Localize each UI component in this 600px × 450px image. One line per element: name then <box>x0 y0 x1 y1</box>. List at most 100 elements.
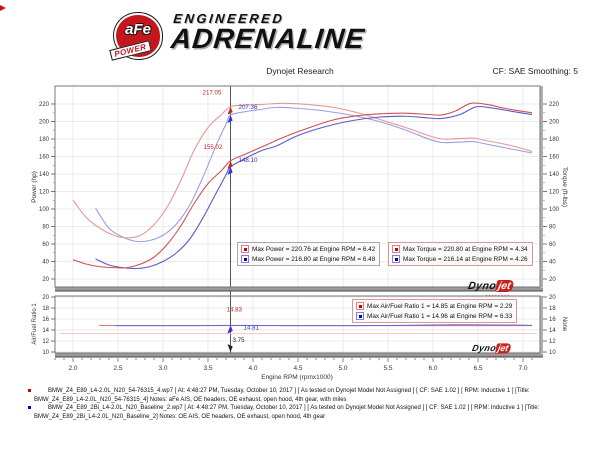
max-afr-legend[interactable]: Max Air/Fuel Ratio 1 = 14.85 at Engine R… <box>352 299 518 323</box>
svg-text:100: 100 <box>549 207 560 213</box>
svg-text:80: 80 <box>549 225 556 231</box>
svg-text:2.5: 2.5 <box>113 365 122 372</box>
series-torque-afe <box>72 102 533 239</box>
dynojet-watermark-jet: jet <box>495 280 514 292</box>
legend-text: Max Torque = 216.14 at Engine RPM = 4.26 <box>403 255 528 263</box>
run-info-afe: BMW_Z4_E89_L4-2.0L_N20_54-76315_4.wp7 [ … <box>28 387 593 404</box>
svg-text:12: 12 <box>42 339 49 345</box>
annotation-value: 155.02 <box>204 144 223 151</box>
svg-text:3.0: 3.0 <box>158 365 167 372</box>
afe-badge-text: aFe <box>125 21 151 38</box>
svg-text:10: 10 <box>549 350 556 356</box>
annotation-value: 207.36 <box>239 104 258 111</box>
svg-text:120: 120 <box>549 190 560 196</box>
svg-text:10: 10 <box>42 350 49 356</box>
svg-text:200: 200 <box>39 120 50 126</box>
dynojet-watermark: Dynojet ▪▪▪▪▪▪▪▪ <box>466 276 515 297</box>
dynojet-watermark-text: Dyno <box>471 343 498 354</box>
svg-text:180: 180 <box>549 137 560 143</box>
legend-swatch <box>241 255 249 263</box>
svg-text:60: 60 <box>549 242 556 248</box>
series-power-afe <box>72 102 533 269</box>
svg-text:140: 140 <box>549 172 560 178</box>
legend-swatch <box>392 255 400 263</box>
annotation-arrow <box>227 115 233 124</box>
svg-text:4.5: 4.5 <box>293 365 302 372</box>
svg-text:20: 20 <box>42 277 49 283</box>
annotation-value: 14.81 <box>244 325 260 332</box>
power-ribbon: POWER <box>109 40 152 61</box>
right-axis-none-label: None <box>561 317 567 332</box>
svg-text:6.5: 6.5 <box>473 365 482 372</box>
svg-text:160: 160 <box>39 155 50 161</box>
svg-text:40: 40 <box>549 260 556 266</box>
svg-text:16: 16 <box>42 317 49 323</box>
blue-bullet <box>28 406 31 409</box>
legend-text: Max Power = 220.76 at Engine RPM = 6.42 <box>252 245 376 253</box>
svg-text:3.5: 3.5 <box>203 365 212 372</box>
legend-entry: Max Air/Fuel Ratio 1 = 14.85 at Engine R… <box>356 302 512 310</box>
dynojet-watermark-jet: jet <box>495 343 512 354</box>
svg-text:2.0: 2.0 <box>68 365 77 372</box>
annotation-arrow <box>227 325 233 334</box>
dyno-charts: 20 20 40 40 60 60 80 80 100 100 120 120 140 140 160 160… <box>31 85 568 381</box>
svg-text:14: 14 <box>549 328 556 334</box>
smoothing-label: CF: SAE Smoothing: 5 <box>492 66 578 76</box>
svg-text:20: 20 <box>549 277 556 283</box>
legend-swatch <box>356 302 364 310</box>
run-info-baseline: BMW_Z4_E89_2Bi_L4-2.0L_N20_Baseline_2.wp… <box>28 404 593 421</box>
afe-logo: aFe POWER ENGINEERED ADRENALINE <box>0 8 600 61</box>
dynojet-watermark-text: Dyno <box>466 280 498 292</box>
run-info-line: BMW_Z4_E89_L4-2.0L_N20_54-76315_4.wp7 [ … <box>48 388 530 394</box>
red-marker <box>0 5 6 11</box>
dynojet-watermark-sub: ▪▪▪▪▪▪▪▪ <box>485 293 512 297</box>
legend-swatch <box>241 245 249 253</box>
svg-text:6.0: 6.0 <box>428 365 437 372</box>
dynojet-research-label: Dynojet Research <box>266 66 334 76</box>
series-power-baseline <box>95 105 533 270</box>
svg-text:80: 80 <box>42 225 49 231</box>
svg-text:5.0: 5.0 <box>338 365 347 372</box>
logo-text: ENGINEERED ADRENALINE <box>169 11 368 54</box>
legend-entry: Max Torque = 220.80 at Engine RPM = 4.34 <box>392 245 528 253</box>
svg-text:120: 120 <box>39 190 50 196</box>
legend-entry: Max Power = 216.80 at Engine RPM = 6.48 <box>241 255 375 263</box>
legend-entry: Max Torque = 216.14 at Engine RPM = 4.26 <box>392 255 528 263</box>
svg-text:160: 160 <box>549 155 560 161</box>
legend-text: Max Torque = 220.80 at Engine RPM = 4.34 <box>403 245 528 253</box>
svg-text:12: 12 <box>549 339 556 345</box>
svg-text:140: 140 <box>39 172 50 178</box>
run-info-line: BMW_Z4_E89_L4-2.0L_N20_54-76315_4] Notes… <box>34 396 347 403</box>
series-torque-baseline <box>95 106 533 243</box>
run-info-line: BMW_Z4_E89_2Bi_L4-2.0L_N20_Baseline_2.wp… <box>48 405 540 411</box>
annotation-value: 3.75 <box>233 337 246 344</box>
afe-power-badge: aFe POWER <box>109 13 162 61</box>
legend-text: Max Air/Fuel Ratio 1 = 14.96 at Engine R… <box>367 312 513 320</box>
svg-text:20: 20 <box>549 295 556 301</box>
svg-text:18: 18 <box>549 306 556 312</box>
annotation-arrow <box>227 160 233 169</box>
annotation-arrow <box>227 344 233 352</box>
red-bullet <box>28 389 31 392</box>
legend-swatch <box>392 245 400 253</box>
svg-text:40: 40 <box>42 260 49 266</box>
torque-axis-label: Torque (ft-lbs) <box>561 167 568 207</box>
legend-entry: Max Power = 220.76 at Engine RPM = 6.42 <box>241 245 375 253</box>
svg-text:220: 220 <box>39 102 50 108</box>
afr-axis-label: Air/Fuel Ratio 1 <box>32 303 38 345</box>
max-torque-legend[interactable]: Max Torque = 220.80 at Engine RPM = 4.34… <box>388 242 533 266</box>
svg-text:7.0: 7.0 <box>518 365 527 372</box>
dynojet-watermark-sub: ▪▪▪▪▪▪▪▪ <box>487 354 509 358</box>
adrenaline-text: ADRENALINE <box>169 23 367 54</box>
svg-text:18: 18 <box>42 306 49 312</box>
annotation-arrow <box>227 106 233 115</box>
max-power-legend[interactable]: Max Power = 220.76 at Engine RPM = 6.42 M… <box>237 242 381 266</box>
svg-text:5.5: 5.5 <box>383 365 392 372</box>
annotation-value: 217.05 <box>203 90 222 97</box>
annotation-value: 14.83 <box>227 306 243 313</box>
svg-text:20: 20 <box>42 295 49 301</box>
annotation-arrow <box>227 166 233 175</box>
legend-text: Max Power = 216.80 at Engine RPM = 6.48 <box>252 255 376 263</box>
chart-header-row: Dynojet Research CF: SAE Smoothing: 5 <box>0 66 600 78</box>
